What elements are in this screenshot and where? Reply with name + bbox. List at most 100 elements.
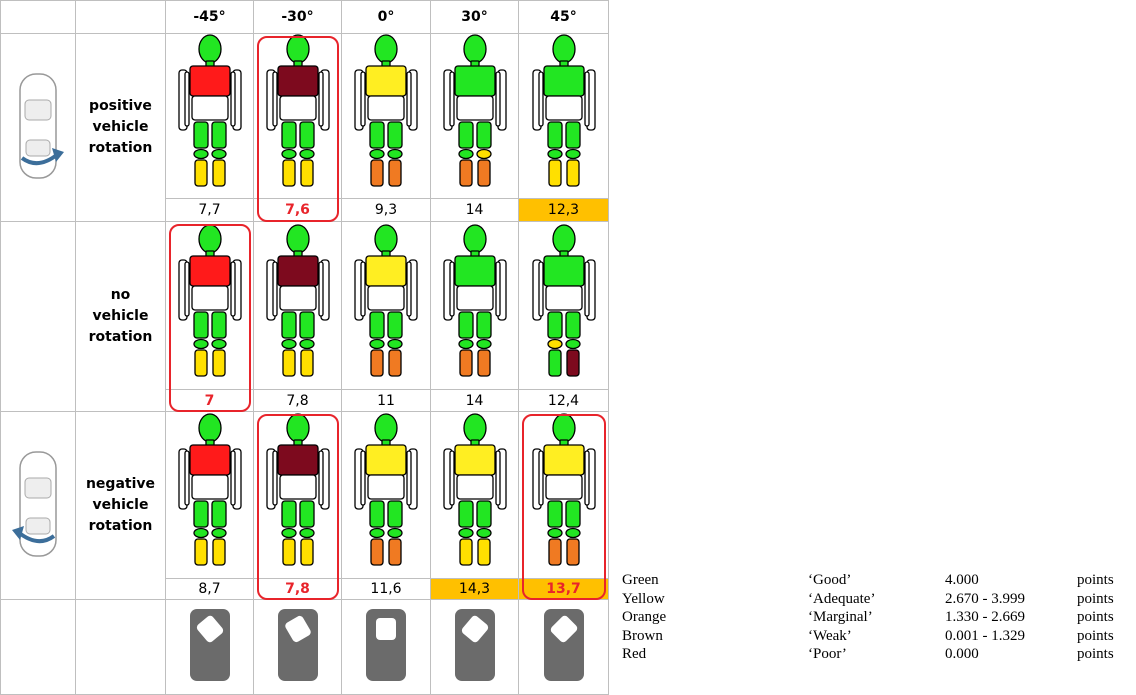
lower-leg	[370, 538, 384, 566]
pelvis	[544, 284, 583, 311]
left-upper-leg	[280, 500, 297, 528]
figure-cell	[341, 411, 431, 579]
seat	[284, 615, 311, 643]
legend-text: ‘Poor’	[808, 646, 847, 662]
score: 14	[430, 198, 519, 222]
pelvis	[367, 95, 405, 121]
chest	[188, 65, 231, 97]
knee	[192, 148, 209, 160]
lower-leg	[476, 348, 491, 377]
knee	[298, 527, 315, 539]
left-upper-leg	[369, 500, 385, 528]
right-upper-leg	[475, 500, 492, 528]
right-arm-inner	[583, 260, 590, 317]
lower-leg	[211, 348, 226, 377]
knee	[475, 338, 492, 349]
dummy	[265, 413, 330, 566]
lower-leg	[299, 538, 314, 566]
legend-text: 0.001 - 1.329	[945, 627, 1025, 644]
seat-back	[284, 615, 311, 643]
score: 14	[430, 389, 519, 412]
right-arm-inner	[494, 71, 501, 127]
figure-cell	[518, 33, 609, 199]
score: 11,6	[341, 578, 431, 600]
right-arm-inner	[406, 450, 412, 506]
score: 8,7	[165, 578, 254, 600]
head	[197, 413, 222, 443]
left-arm-inner	[271, 450, 278, 506]
left-arm-inner	[448, 260, 455, 317]
left-arm-inner	[183, 260, 190, 317]
knee	[280, 148, 297, 160]
left-upper-leg	[457, 121, 474, 149]
score-row: 7 7,8 11 14 12,4	[1, 389, 609, 412]
knee	[210, 338, 227, 349]
legend-row: Yellow ‘Adequate’ 2.670 - 3.999 points	[622, 591, 1136, 610]
right-upper-leg	[564, 310, 581, 339]
lower-leg	[565, 538, 580, 566]
right-arm-inner	[494, 450, 501, 506]
pelvis	[544, 474, 583, 500]
chest	[365, 65, 407, 97]
left-arm-inner	[360, 260, 366, 317]
head	[374, 413, 398, 443]
lower-leg	[476, 159, 491, 187]
pelvis	[455, 284, 494, 311]
knee	[280, 338, 297, 349]
right-arm-inner	[406, 71, 412, 127]
legend-text: ‘Good’	[808, 572, 852, 588]
knee	[280, 527, 297, 539]
row-label: no vehicle rotation	[75, 221, 166, 412]
knee	[546, 148, 563, 160]
right-upper-leg	[387, 121, 403, 149]
legend: Green ‘Good’ 4.000 points Yellow ‘Adequate’ 2.…	[622, 572, 1136, 665]
legend-text: Red	[622, 646, 647, 662]
head	[462, 34, 487, 64]
lower-leg	[211, 538, 226, 566]
column-header: 45°	[518, 0, 609, 34]
lower-leg	[388, 348, 402, 377]
knee	[369, 338, 385, 349]
car-icon	[19, 72, 64, 179]
chest	[276, 254, 319, 287]
pelvis	[278, 284, 317, 311]
knee	[387, 148, 403, 160]
column-header: -45°	[165, 0, 254, 34]
pelvis	[278, 95, 317, 121]
dummy	[265, 34, 330, 187]
highlight-frame	[521, 413, 606, 600]
pelvis	[278, 474, 317, 500]
left-upper-leg	[192, 121, 209, 149]
rotation-arrowhead	[12, 525, 24, 540]
lower-leg	[193, 159, 208, 187]
legend-text: points	[1077, 646, 1114, 662]
lower-leg	[281, 159, 296, 187]
pelvis	[190, 95, 229, 121]
head	[551, 34, 576, 64]
highlight-frame	[256, 413, 339, 600]
chest	[453, 65, 496, 97]
knee	[369, 148, 385, 160]
seat-cell	[165, 599, 254, 695]
seat-icon	[454, 609, 495, 681]
lower-leg	[299, 159, 314, 187]
right-upper-leg	[298, 121, 315, 149]
left-upper-leg	[192, 500, 209, 528]
legend-text: ‘Weak’	[808, 627, 852, 644]
right-upper-leg	[210, 500, 227, 528]
lower-leg	[299, 348, 314, 377]
chest	[542, 254, 585, 287]
dummy	[531, 34, 596, 187]
legend-text: ‘Marginal’	[808, 609, 873, 625]
left-upper-leg	[369, 310, 385, 339]
pelvis	[544, 95, 583, 121]
column-header: 30°	[430, 0, 519, 34]
left-upper-leg	[457, 310, 474, 339]
seat	[376, 618, 396, 640]
blank	[75, 599, 166, 695]
figure-row: no vehicle rotation	[0, 221, 609, 412]
seat-back	[550, 615, 577, 643]
chest	[188, 444, 231, 476]
left-upper-leg	[546, 121, 563, 149]
